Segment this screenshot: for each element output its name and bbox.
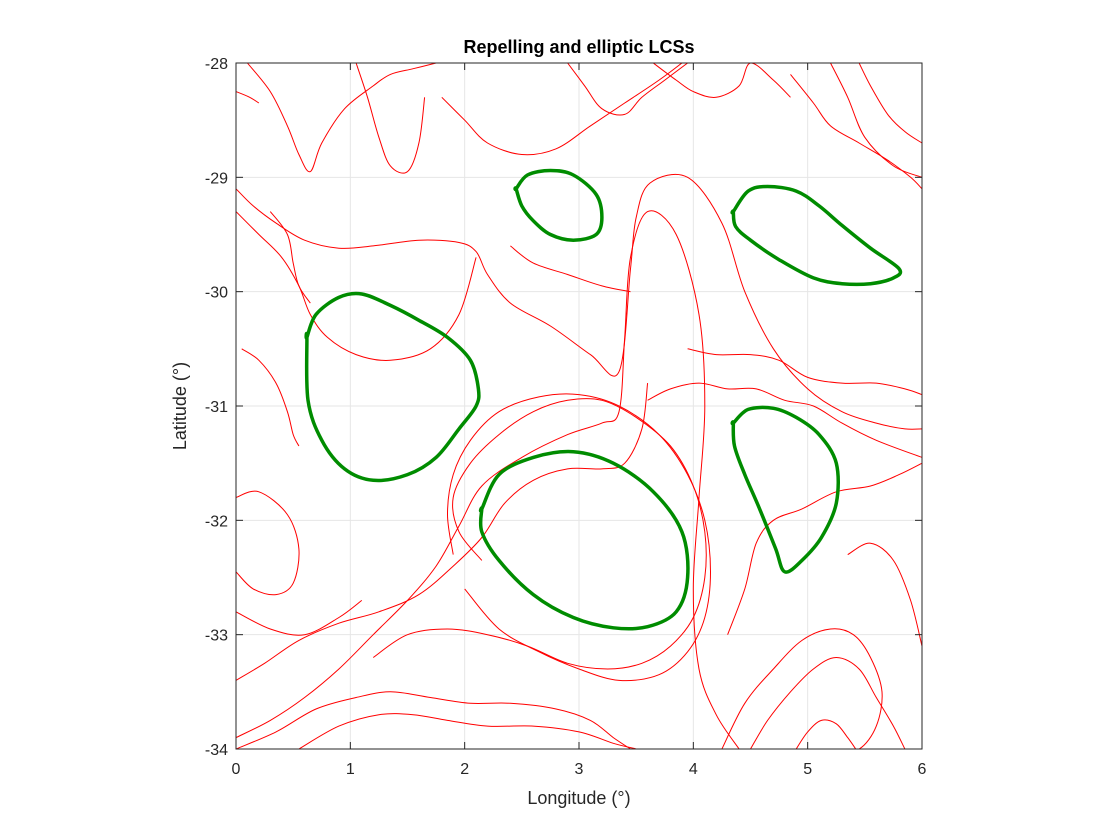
repelling-lcs-curve: [236, 211, 477, 361]
x-tick-label: 6: [918, 761, 927, 778]
y-axis-label: Latitude (°): [170, 362, 190, 450]
elliptic-lcs-curve: [513, 168, 604, 242]
repelling-lcs-curve: [790, 74, 922, 190]
repelling-lcs-curve: [687, 348, 922, 396]
repelling-lcs-curve: [652, 63, 791, 98]
repelling-lcs-curve: [236, 383, 649, 681]
repelling-lcs-curve: [795, 719, 857, 749]
repelling-lcs-curve: [355, 63, 426, 174]
x-axis-label: Longitude (°): [527, 788, 630, 808]
repelling-lcs-curve: [269, 211, 311, 304]
repelling-lcs-curve: [236, 173, 922, 430]
y-tick-label: -30: [205, 285, 228, 302]
y-tick-label: -31: [205, 399, 228, 416]
repelling-lcs-curve: [441, 63, 683, 156]
x-tick-label: 4: [689, 761, 698, 778]
repelling-lcs-curve: [372, 398, 707, 670]
repelling-lcs-curve: [647, 382, 922, 458]
x-tick-label: 1: [346, 761, 355, 778]
y-tick-label: -33: [205, 628, 228, 645]
x-tick-label: 0: [232, 761, 241, 778]
repelling-lcs-curve: [236, 599, 363, 636]
x-tick-label: 3: [575, 761, 584, 778]
repelling-lcs-curve: [567, 63, 688, 116]
elliptic-lcs-curve: [478, 449, 690, 631]
repelling-lcs-curve: [236, 210, 740, 749]
repelling-lcs-curve: [830, 63, 922, 178]
elliptic-lcs-curve: [730, 184, 903, 287]
repelling-lcs-curve: [727, 462, 922, 635]
y-tick-label: -29: [205, 170, 228, 187]
elliptic-lcs-curve: [730, 405, 840, 574]
elliptic-lcs-layer: [304, 168, 903, 631]
chart-title: Repelling and elliptic LCSs: [463, 37, 694, 57]
repelling-lcs-layer: [236, 63, 922, 749]
x-tick-label: 2: [460, 761, 469, 778]
repelling-lcs-curve: [847, 542, 922, 647]
y-tick-label: -28: [205, 56, 228, 73]
tick-layer: 0 1 2 3 4 5 6 -34 -33 -32 -31 -30 -29 -28: [205, 56, 927, 778]
repelling-lcs-curve: [298, 713, 637, 749]
repelling-lcs-curve: [236, 691, 631, 749]
repelling-lcs-curve: [236, 490, 300, 596]
grid-layer: [235, 62, 923, 750]
repelling-lcs-curve: [510, 245, 631, 293]
repelling-lcs-curve: [750, 657, 906, 749]
repelling-lcs-curve: [858, 63, 922, 144]
repelling-lcs-curve: [236, 91, 260, 104]
repelling-lcs-curve: [447, 393, 711, 682]
x-tick-label: 5: [803, 761, 812, 778]
repelling-lcs-curve: [241, 348, 300, 447]
y-tick-label: -32: [205, 513, 228, 530]
repelling-lcs-curve: [247, 63, 437, 173]
y-tick-label: -34: [205, 742, 228, 759]
repelling-lcs-curve: [721, 628, 883, 749]
elliptic-lcs-curve: [304, 291, 481, 483]
